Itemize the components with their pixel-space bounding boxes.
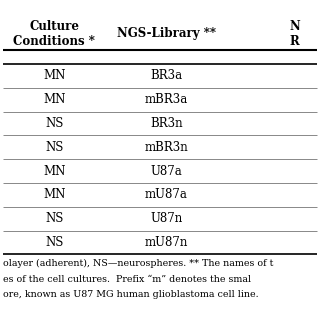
Text: mU87a: mU87a (145, 188, 188, 201)
Text: NGS-Library **: NGS-Library ** (117, 27, 216, 40)
Text: U87n: U87n (150, 212, 182, 225)
Text: NS: NS (45, 141, 64, 154)
Text: olayer (adherent), NS—neurospheres. ** The names of t: olayer (adherent), NS—neurospheres. ** T… (3, 259, 274, 268)
Text: mU87n: mU87n (145, 236, 188, 249)
Text: BR3a: BR3a (150, 69, 182, 82)
Text: Culture
Conditions *: Culture Conditions * (13, 20, 95, 48)
Text: mBR3n: mBR3n (145, 141, 188, 154)
Text: NS: NS (45, 236, 64, 249)
Text: U87a: U87a (150, 164, 182, 178)
Text: N
R: N R (289, 20, 300, 48)
Text: MN: MN (43, 164, 66, 178)
Text: es of the cell cultures.  Prefix “m” denotes the smal: es of the cell cultures. Prefix “m” deno… (3, 275, 251, 284)
Text: MN: MN (43, 93, 66, 106)
Text: NS: NS (45, 117, 64, 130)
Text: NS: NS (45, 212, 64, 225)
Text: BR3n: BR3n (150, 117, 183, 130)
Text: MN: MN (43, 69, 66, 82)
Text: ore, known as U87 MG human glioblastoma cell line.: ore, known as U87 MG human glioblastoma … (3, 290, 259, 299)
Text: MN: MN (43, 188, 66, 201)
Text: mBR3a: mBR3a (145, 93, 188, 106)
